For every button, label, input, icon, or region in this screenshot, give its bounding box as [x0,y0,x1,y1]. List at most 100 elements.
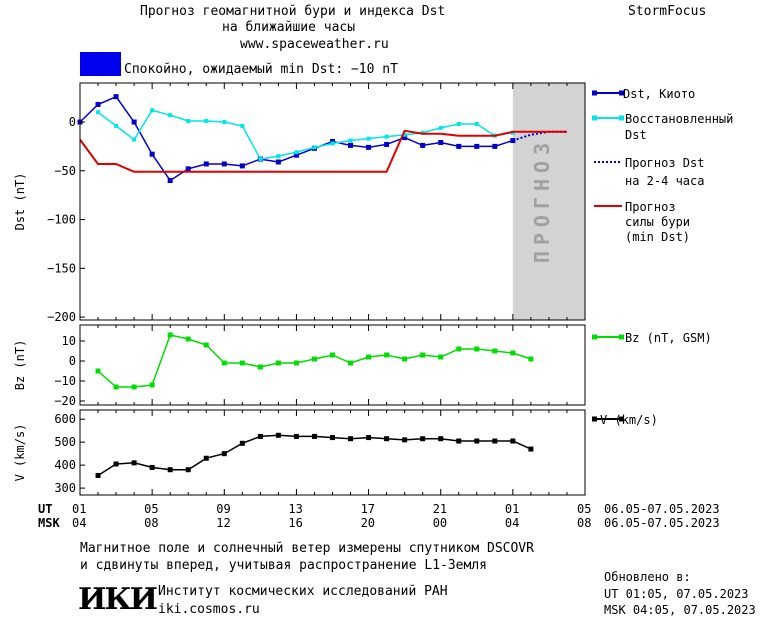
point-bz [95,368,101,374]
y-tick-label: 10 [62,334,76,348]
y-tick-label: −10 [54,374,76,388]
point-v [456,438,462,444]
msk-tick-label: 08 [144,516,159,530]
point-dst_restored [222,120,227,125]
point-dst_restored [456,121,461,126]
point-v [221,451,227,457]
forecast-label: ПРОГНОЗ [530,137,554,263]
institute-url[interactable]: iki.cosmos.ru [158,602,260,617]
brand-name: StormFocus [628,4,707,19]
point-dst_kyoto [348,142,354,148]
series-dst_restored [97,109,514,160]
point-v [420,436,426,442]
point-dst_kyoto [384,141,390,147]
legend-dst-forecast-1: Прогноз Dst [625,156,705,170]
site-url[interactable]: www.spaceweather.ru [240,37,389,52]
institute-name: Институт космических исследований РАН [158,584,448,599]
point-dst_restored [240,123,245,128]
point-bz [330,352,335,358]
ut-tick-label: 05 [144,502,159,516]
series-dst_forecast [512,130,567,142]
ut-tick-label: 21 [432,502,448,516]
legend-storm-1: Прогноз [625,200,676,214]
msk-tick-label: 04 [504,516,520,530]
ut-tick-label: 05 [577,502,592,516]
legend-dst-kyoto: Dst, Киото [623,87,696,101]
chart-title-line2: на ближайшие часы [222,20,356,35]
iki-logo: ИКИ [78,582,158,617]
point-v [474,438,480,444]
ut-tick-label: 01 [504,502,520,516]
point-dst_kyoto [366,144,372,150]
point-v [438,436,444,442]
point-dst_kyoto [203,161,209,167]
ut-tick-label: 17 [360,502,376,516]
y-tick-label: 500 [54,435,76,449]
point-bz [311,356,317,362]
msk-axis-label: MSK [38,516,60,530]
point-bz [348,360,354,366]
point-v [402,437,408,443]
y-tick-label: 300 [54,481,76,495]
series-v [97,434,532,477]
point-bz [402,356,408,362]
updated-ut: UT 01:05, 07.05.2023 [604,587,749,601]
y-axis-label-1: Dst (nT) [13,173,27,231]
legend-marker-bz [619,334,624,340]
y-tick-label: −50 [54,164,76,178]
point-dst_kyoto [221,161,227,167]
legend-marker-dst_kyoto [619,90,624,96]
point-bz [456,346,462,352]
point-bz [131,384,137,390]
point-dst_kyoto [185,166,191,172]
point-v [131,460,137,466]
point-dst_restored [366,136,371,141]
updated-msk: MSK 04:05, 07.05.2023 [604,603,756,617]
ut-tick-label: 13 [288,502,303,516]
point-bz [275,360,281,366]
legend-dst-restored-2: Dst [625,128,647,142]
point-dst_kyoto [474,143,480,149]
legend-storm-3: (min Dst) [625,230,691,244]
msk-tick-label: 16 [288,516,303,530]
legend-dst-restored-1: Восстановленный [625,112,734,126]
point-bz [420,352,426,358]
point-bz [474,346,480,352]
plot-frame-3 [79,409,586,496]
point-v [185,467,191,473]
msk-date-range: 06.05-07.05.2023 [604,516,720,530]
point-bz [185,336,191,342]
measurement-note-1: Магнитное поле и солнечный ветер измерен… [80,541,534,556]
point-v [311,433,317,439]
point-bz [221,360,227,366]
point-dst_restored [384,134,389,139]
point-dst_kyoto [492,143,498,149]
point-v [528,446,534,452]
legend-marker-dst_kyoto [592,90,597,96]
msk-tick-label: 12 [216,516,231,530]
point-dst_restored [150,108,155,113]
point-bz [239,360,245,366]
y-tick-label: −20 [54,394,76,408]
status-color-swatch [80,52,121,76]
y-axis-label-3: V (km/s) [13,424,27,482]
point-dst_restored [258,157,263,162]
point-v [257,433,263,439]
point-dst_kyoto [131,119,137,125]
point-dst_restored [132,137,137,142]
y-tick-label: −150 [47,261,76,275]
legend-marker-dst_restored [592,115,597,121]
point-v [348,436,354,442]
point-dst_kyoto [275,159,281,165]
point-v [95,472,101,478]
chart-title-line1: Прогноз геомагнитной бури и индекса Dst [140,4,446,19]
point-dst_kyoto [438,139,444,145]
point-bz [384,352,390,358]
y-tick-label: −200 [47,310,76,324]
point-bz [203,342,209,348]
point-dst_kyoto [456,143,462,149]
point-bz [510,350,516,356]
ut-date-range: 06.05-07.05.2023 [604,502,720,516]
point-dst_restored [96,110,101,115]
